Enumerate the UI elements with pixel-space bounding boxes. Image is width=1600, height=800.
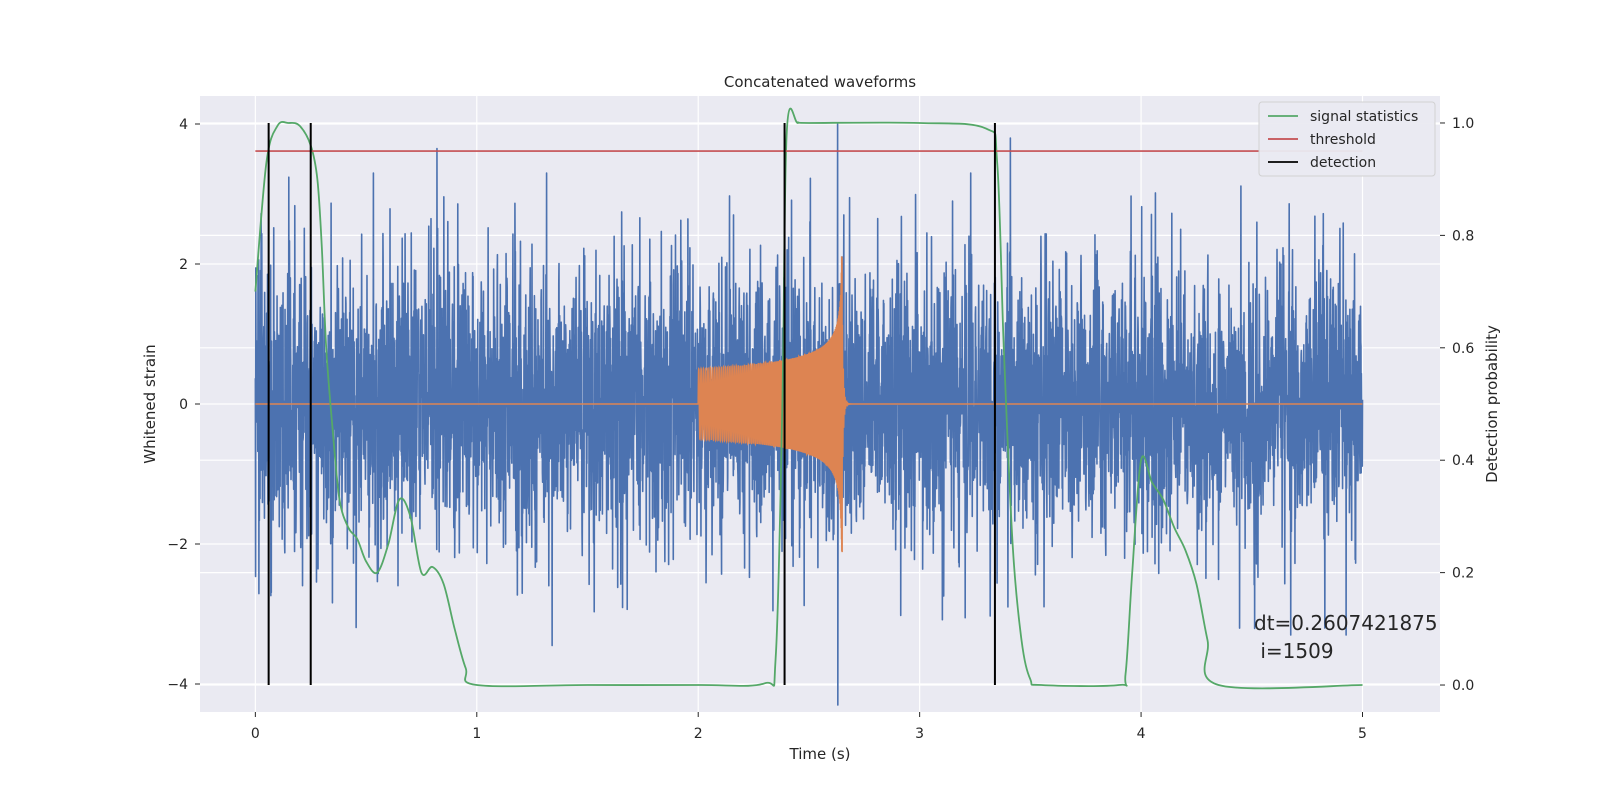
y2-tick-label: 0.0 — [1452, 678, 1474, 694]
y-tick-label: −4 — [167, 677, 188, 693]
y-axis-label: Whitened strain — [141, 344, 159, 463]
legend-label-detection: detection — [1310, 155, 1376, 171]
y-tick-label: −2 — [167, 537, 188, 553]
tick-layer: 0 1 2 3 4 5 4 2 0 −2 −4 1.0 0.8 0.6 0.4 0.2 0.0 — [167, 116, 1474, 742]
y2-tick-label: 0.8 — [1452, 228, 1474, 244]
y-tick-label: 4 — [179, 117, 188, 133]
y-tick-label: 0 — [179, 397, 188, 413]
y-tick-label: 2 — [179, 257, 188, 273]
x-tick-label: 5 — [1358, 726, 1367, 742]
signal-statistics-line — [254, 107, 1363, 690]
x-tick-label: 1 — [472, 726, 481, 742]
legend-label-signal-statistics: signal statistics — [1310, 109, 1418, 125]
waveform-layer — [255, 256, 1363, 553]
y2-tick-label: 0.4 — [1452, 453, 1474, 469]
x-tick-label: 2 — [694, 726, 703, 742]
y2-tick-label: 1.0 — [1452, 116, 1474, 132]
x-tick-label: 4 — [1137, 726, 1146, 742]
x-tick-label: 0 — [251, 726, 260, 742]
chart-title: Concatenated waveforms — [724, 73, 916, 91]
annotation-index: i=1509 — [1254, 639, 1334, 663]
annotation-dt: dt=0.2607421875 — [1254, 611, 1438, 635]
legend: signal statistics threshold detection — [1258, 101, 1436, 177]
detection-layer — [267, 122, 996, 686]
x-axis-label: Time (s) — [789, 745, 851, 763]
legend-box — [1258, 101, 1436, 177]
y2-tick-label: 0.2 — [1452, 566, 1474, 582]
x-tick-label: 3 — [915, 726, 924, 742]
signal-statistics-layer — [254, 107, 1363, 690]
y2-tick-label: 0.6 — [1452, 341, 1474, 357]
y2-axis-label: Detection probability — [1483, 325, 1501, 483]
legend-label-threshold: threshold — [1310, 132, 1376, 148]
waveform-series-line — [255, 256, 1363, 553]
